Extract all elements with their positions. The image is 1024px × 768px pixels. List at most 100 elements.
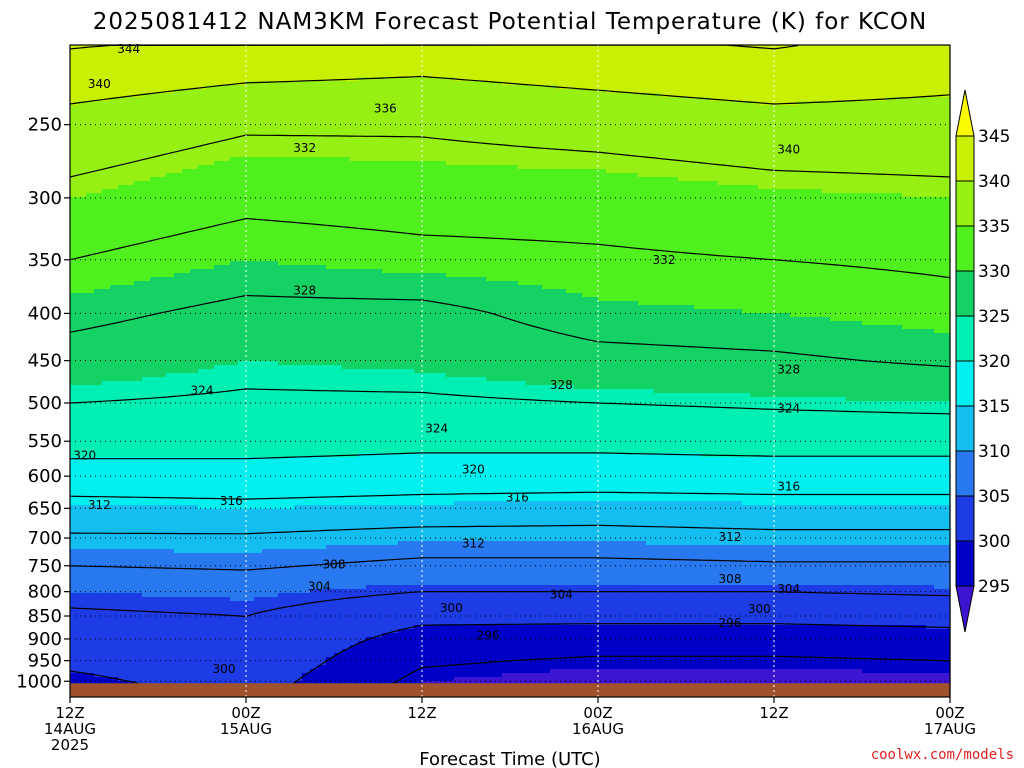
colorbar-tick-label: 295 xyxy=(978,577,1010,597)
grid-lines xyxy=(70,45,950,697)
colorbar-lower-extension xyxy=(955,585,975,633)
colorbar: 295 300 305 310 315 320 325 330 335 340 345 xyxy=(955,89,1010,633)
contour-label: 316 xyxy=(220,494,243,508)
colorbar-swatch xyxy=(955,315,975,362)
colorbar-tick-label: 310 xyxy=(978,442,1010,462)
y-tick-label: 800 xyxy=(28,582,62,603)
isotherm-328 xyxy=(69,294,951,368)
colorbar-swatch xyxy=(955,360,975,407)
contour-label: 328 xyxy=(777,362,800,376)
contour-label: 308 xyxy=(323,558,346,572)
colorbar-tick-label: 345 xyxy=(978,127,1010,147)
x-tick-label: 00Z xyxy=(231,704,260,722)
colorbar-tick-label: 335 xyxy=(978,217,1010,237)
x-tick-label: 16AUG xyxy=(572,720,624,738)
contour-label: 312 xyxy=(462,537,485,551)
colorbar-tick-label: 330 xyxy=(978,262,1010,282)
y-tick-label: 650 xyxy=(28,498,62,519)
contour-label: 300 xyxy=(440,601,463,615)
y-tick-label: 950 xyxy=(28,651,62,672)
colorbar-tick-label: 315 xyxy=(978,397,1010,417)
plot-area: 344 340 336 332 340 332 328 328 324 328 324 324 320 3… xyxy=(69,42,951,698)
contour-label: 320 xyxy=(462,462,485,476)
contour-label: 304 xyxy=(777,582,800,596)
colorbar-swatch xyxy=(955,405,975,452)
isotherm-316 xyxy=(69,491,950,500)
contour-label: 312 xyxy=(719,530,742,544)
y-tick-label: 850 xyxy=(28,606,62,627)
colorbar-swatch xyxy=(955,225,975,272)
y-tick-label: 1000 xyxy=(16,671,62,692)
colorbar-swatch xyxy=(955,450,975,497)
contour-label: 324 xyxy=(777,402,800,416)
contour-label: 296 xyxy=(477,628,500,642)
isotherm-336 xyxy=(69,134,951,178)
ground-strip xyxy=(70,683,950,697)
chart-title: 2025081412 NAM3KM Forecast Potential Tem… xyxy=(93,9,927,35)
y-tick-label: 300 xyxy=(28,188,62,209)
isotherm-320 xyxy=(70,452,950,460)
colorbar-tick-label: 325 xyxy=(978,307,1010,327)
y-tick-label: 500 xyxy=(28,393,62,414)
contour-label: 328 xyxy=(293,284,316,298)
colorbar-swatch xyxy=(955,135,975,182)
contour-label: 336 xyxy=(374,101,397,115)
x-axis-label: Forecast Time (UTC) xyxy=(419,749,600,768)
contour-label: 332 xyxy=(653,253,676,267)
y-tick-label: 450 xyxy=(28,351,62,372)
isotherm-312 xyxy=(70,524,950,535)
x-tick-label: 15AUG xyxy=(220,720,272,738)
x-tick-label: 12Z xyxy=(407,704,436,722)
contour-label: 300 xyxy=(213,662,236,676)
isotherm-308 xyxy=(69,557,950,571)
x-tick-label: 12Z xyxy=(759,704,788,722)
y-tick-label: 400 xyxy=(28,303,62,324)
isotherm-340 xyxy=(69,75,951,105)
contour-label: 332 xyxy=(293,141,316,155)
colorbar-tick-label: 300 xyxy=(978,532,1010,552)
contour-label: 340 xyxy=(777,143,800,157)
credit-text: coolwx.com/models xyxy=(871,747,1014,763)
contour-label: 304 xyxy=(308,580,331,594)
plot-frame xyxy=(69,44,951,698)
colorbar-upper-extension xyxy=(955,89,975,137)
contour-label: 304 xyxy=(550,588,573,602)
contour-label: 344 xyxy=(117,42,140,56)
contour-label: 300 xyxy=(748,602,771,616)
y-tick-label: 250 xyxy=(28,115,62,136)
x-tick-label: 14AUG xyxy=(44,720,96,738)
contour-label: 324 xyxy=(425,422,448,436)
contour-labels: 344 340 336 332 340 332 328 328 324 328 324 324 320 3… xyxy=(73,42,800,676)
isotherm-324 xyxy=(69,388,951,415)
colorbar-tick-label: 320 xyxy=(978,352,1010,372)
y-tick-label: 350 xyxy=(28,250,62,271)
contour-label: 328 xyxy=(550,378,573,392)
x-tick-label: 12Z xyxy=(55,704,84,722)
x-tick-label: 00Z xyxy=(583,704,612,722)
y-tick-label: 900 xyxy=(28,629,62,650)
isotherm-344 xyxy=(69,44,799,50)
x-tick-label: 00Z xyxy=(935,704,964,722)
contour-label: 324 xyxy=(191,384,214,398)
y-tick-label: 700 xyxy=(28,528,62,549)
contour-label: 296 xyxy=(719,616,742,630)
colorbar-tick-label: 305 xyxy=(978,487,1010,507)
contour-label: 312 xyxy=(88,498,111,512)
contour-label: 316 xyxy=(506,491,529,505)
contour-label: 320 xyxy=(73,449,96,463)
isotherm-332 xyxy=(69,217,951,279)
isotherm-contours xyxy=(69,44,951,696)
colorbar-swatch xyxy=(955,540,975,587)
axes: 2503003504004505005506006507007508008509… xyxy=(16,115,976,754)
contour-label: 316 xyxy=(777,480,800,494)
theta-filled-field xyxy=(70,45,951,697)
y-tick-label: 600 xyxy=(28,466,62,487)
y-tick-label: 750 xyxy=(28,556,62,577)
colorbar-swatch xyxy=(955,270,975,317)
colorbar-swatch xyxy=(955,180,975,227)
y-tick-label: 550 xyxy=(28,431,62,452)
x-tick-label: 17AUG xyxy=(924,720,976,738)
colorbar-swatch xyxy=(955,495,975,542)
contour-label: 340 xyxy=(88,77,111,91)
